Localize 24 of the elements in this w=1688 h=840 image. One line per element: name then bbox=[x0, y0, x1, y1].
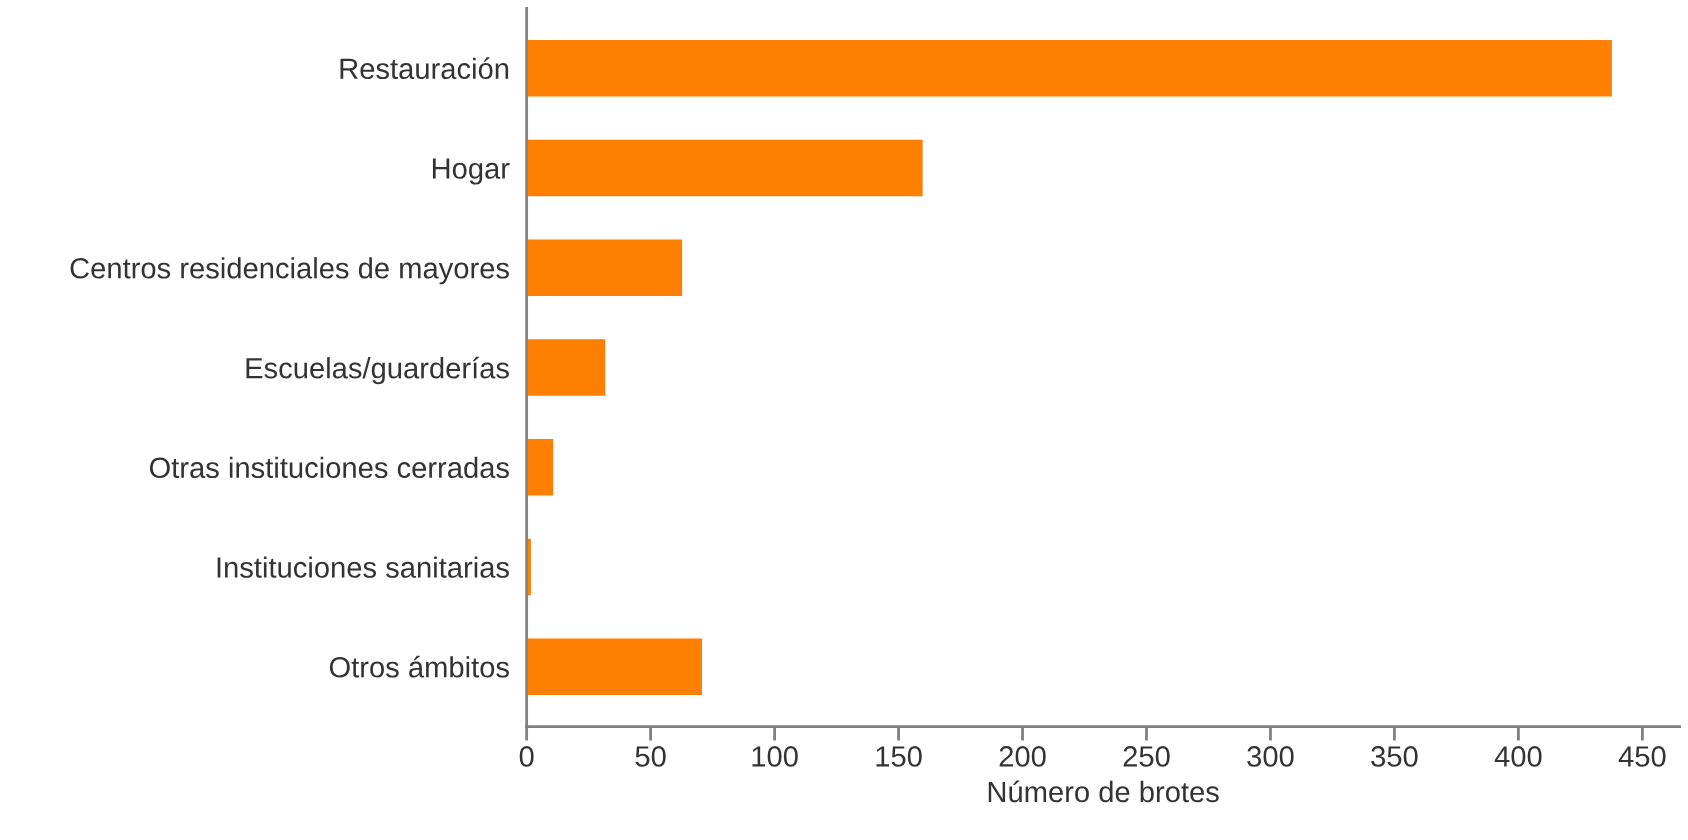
x-tick-label: 150 bbox=[876, 746, 922, 767]
x-tick-label: 400 bbox=[1494, 746, 1542, 767]
bar bbox=[526, 238, 684, 298]
y-tick-label: Otros ámbitos bbox=[329, 655, 509, 678]
bar bbox=[526, 437, 555, 497]
y-tick-label: Instituciones sanitarias bbox=[217, 556, 509, 578]
y-tick-label: Centros residenciales de mayores bbox=[70, 257, 509, 285]
x-tick-label: 0 bbox=[519, 746, 534, 767]
bar bbox=[526, 138, 925, 198]
x-tick-label: 300 bbox=[1247, 746, 1294, 767]
x-tick-label: 200 bbox=[999, 746, 1046, 767]
y-tick-label: Restauración bbox=[340, 57, 509, 80]
y-tick-label: Hogar bbox=[432, 158, 510, 185]
x-axis-title: Número de brotes bbox=[988, 780, 1219, 803]
x-tick-label: 250 bbox=[1123, 746, 1170, 767]
x-tick-label: 450 bbox=[1618, 746, 1666, 767]
y-tick-label: Otras instituciones cerradas bbox=[149, 456, 509, 479]
x-tick-label: 100 bbox=[752, 746, 798, 767]
bar bbox=[526, 637, 704, 697]
x-tick-label: 350 bbox=[1371, 746, 1418, 767]
x-tick-label: 50 bbox=[635, 746, 666, 767]
y-tick-label: Escuelas/guarderías bbox=[246, 356, 509, 385]
bar bbox=[526, 337, 607, 398]
bar bbox=[526, 38, 1614, 98]
